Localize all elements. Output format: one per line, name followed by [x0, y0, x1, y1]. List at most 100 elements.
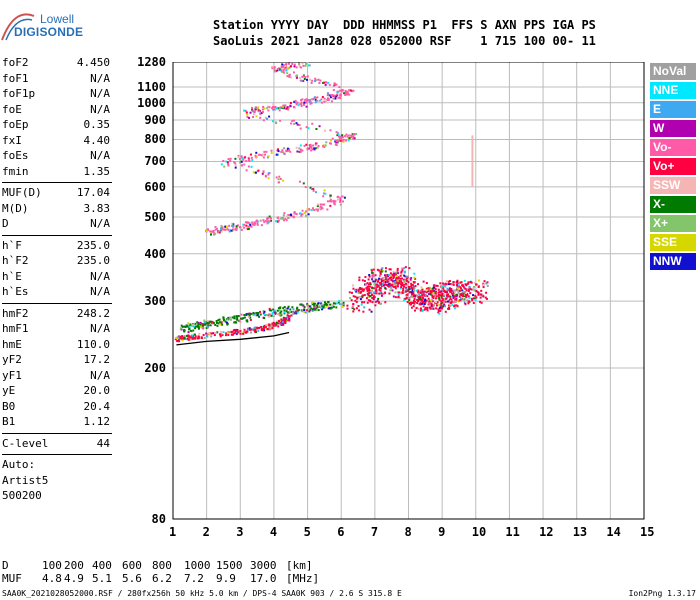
echo-point [227, 164, 230, 167]
echo-point [304, 186, 307, 189]
echo-point [377, 297, 380, 300]
echo-point [432, 295, 435, 298]
echo-point [235, 225, 238, 228]
echo-point [297, 104, 300, 107]
echo-point [379, 291, 382, 294]
echo-point [286, 147, 289, 150]
echo-point [447, 283, 450, 286]
echo-point [344, 135, 347, 138]
echo-point [262, 105, 265, 108]
echo-point [348, 89, 351, 92]
echo-point [249, 316, 252, 319]
echo-point [427, 288, 430, 291]
echo-point [272, 314, 275, 317]
echo-point [372, 268, 375, 271]
echo-point [339, 97, 342, 100]
echo-point [401, 282, 404, 285]
echo-point [344, 92, 347, 95]
echo-point [225, 160, 228, 163]
echo-point [352, 303, 355, 306]
echo-point [313, 147, 316, 150]
x-tick-label: 9 [438, 525, 446, 539]
echo-point [258, 110, 261, 113]
echo-point [394, 287, 397, 290]
echo-point [412, 305, 415, 308]
param-row-md: M(D) 3.83 [2, 202, 110, 218]
x-tick-label: 14 [606, 525, 621, 539]
echo-point [363, 306, 366, 309]
echo-point [413, 289, 416, 292]
echo-point [374, 300, 377, 303]
echo-point [378, 292, 381, 295]
echo-point [231, 222, 234, 225]
echo-point [434, 297, 437, 300]
echo-point [226, 228, 229, 231]
echo-point [215, 320, 218, 323]
echo-point [194, 322, 197, 325]
echo-point [280, 150, 283, 153]
echo-point [278, 181, 281, 184]
echo-point [234, 166, 237, 169]
echo-point [329, 204, 332, 207]
echo-point [205, 332, 208, 335]
echo-point [236, 329, 239, 332]
echo-point [312, 189, 315, 192]
x-tick-label: 12 [539, 525, 554, 539]
echo-point [266, 117, 269, 120]
distance-row-value: 1500 [216, 559, 243, 572]
echo-point [321, 207, 324, 210]
autoscaling-info: Auto: [2, 458, 36, 471]
echo-point [266, 107, 269, 110]
echo-point [318, 125, 321, 128]
echo-point [473, 285, 476, 288]
echo-point [392, 270, 395, 273]
echo-point [234, 328, 237, 331]
echo-point [219, 330, 222, 333]
echo-point [421, 302, 424, 305]
echo-point [230, 331, 233, 334]
echo-point [368, 288, 371, 291]
echo-point [250, 156, 253, 159]
echo-point [341, 138, 344, 141]
echo-point [220, 321, 223, 324]
echo-point [199, 336, 202, 339]
echo-point [302, 80, 305, 83]
echo-point [342, 304, 345, 307]
echo-point [341, 200, 344, 203]
echo-point [371, 296, 374, 299]
echo-point [278, 175, 281, 178]
echo-point [452, 301, 455, 304]
echo-point [234, 164, 237, 167]
echo-point [447, 280, 450, 283]
echo-point [246, 221, 249, 224]
echo-point [268, 106, 271, 109]
echo-point [408, 296, 411, 299]
y-tick-label: 900 [144, 113, 166, 128]
echo-point [475, 290, 478, 293]
echo-point [345, 133, 348, 136]
echo-point [448, 302, 451, 305]
y-tick-label: 800 [144, 132, 166, 147]
echo-point [379, 282, 382, 285]
echo-point [417, 300, 420, 303]
echo-point [406, 293, 409, 296]
echo-point [395, 280, 398, 283]
echo-point [301, 62, 304, 65]
echo-point [213, 334, 216, 337]
echo-point [183, 337, 186, 340]
echo-point [248, 314, 251, 317]
echo-point [423, 303, 426, 306]
echo-point [262, 310, 265, 313]
echo-point [447, 295, 450, 298]
echo-point [399, 277, 402, 280]
echo-point [235, 333, 238, 336]
echo-point [246, 116, 249, 119]
echo-point [436, 284, 439, 287]
echo-point [348, 135, 351, 138]
echo-point [277, 67, 280, 70]
echo-point [299, 66, 302, 69]
echo-point [251, 328, 254, 331]
echo-point [326, 302, 329, 305]
echo-point [225, 334, 228, 337]
echo-point [458, 282, 461, 285]
